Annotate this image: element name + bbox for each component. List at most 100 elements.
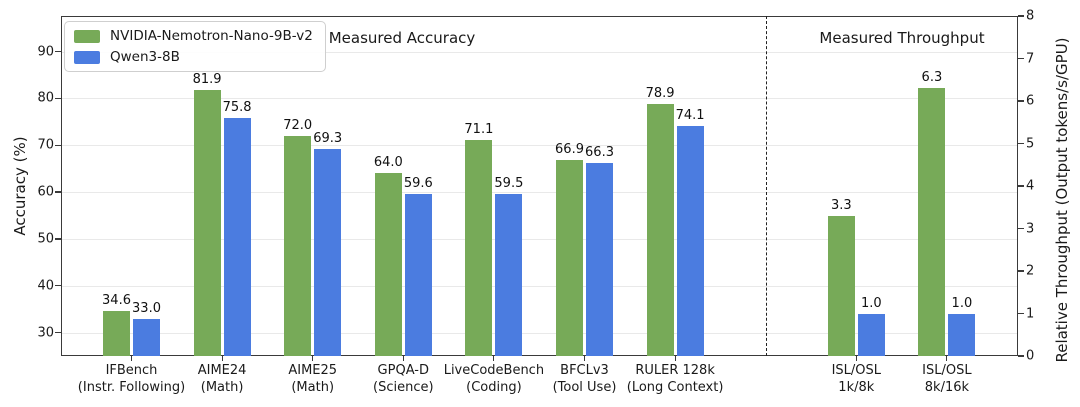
legend-swatch-green	[74, 29, 100, 43]
value-label-5-1: 66.3	[585, 144, 614, 160]
value-label-9-0: 6.3	[921, 70, 943, 86]
x-label-line: LiveCodeBench	[443, 363, 545, 378]
x-label-line: 1k/8k	[838, 380, 875, 395]
legend-label-nemotron: NVIDIA-Nemotron-Nano-9B-v2	[110, 28, 313, 44]
value-label-0-1: 33.0	[132, 300, 161, 316]
right-tick-label-6: 6	[1026, 93, 1035, 109]
bar-nemotron-bfclv3-5	[556, 159, 583, 356]
left-tick-80	[55, 97, 61, 99]
x-tick-8	[855, 356, 857, 361]
bar-nemotron-ruler-128k-6	[646, 103, 674, 356]
x-label-line: AIME25	[288, 363, 338, 378]
x-label-line: (Tool Use)	[552, 380, 617, 395]
section-separator-line	[765, 16, 767, 356]
value-label-4-1: 59.5	[494, 176, 524, 192]
left-tick-label-50: 50	[37, 231, 54, 247]
bar-qwen-aime25-2	[314, 148, 342, 356]
x-category-label-3: GPQA-D (Science)	[373, 362, 434, 396]
x-label-line: GPQA-D	[377, 363, 430, 378]
x-label-line: (Math)	[291, 380, 335, 395]
value-label-1-1: 75.8	[222, 100, 252, 116]
bar-qwen-isl-osl-8	[857, 313, 885, 356]
value-label-5-0: 66.9	[555, 141, 584, 157]
right-tick-label-0: 0	[1026, 348, 1035, 364]
accuracy-section-title: Measured Accuracy	[328, 29, 476, 47]
bar-nemotron-ifbench-0	[103, 311, 130, 356]
x-label-line: ISL/OSL	[831, 363, 882, 378]
legend-item-qwen: Qwen3-8B	[74, 49, 313, 65]
x-category-label-5: BFCLv3 (Tool Use)	[553, 362, 617, 396]
gridline-60	[62, 192, 1017, 194]
right-tick-2	[1018, 270, 1024, 272]
left-tick-40	[55, 285, 61, 287]
right-tick-7	[1018, 57, 1024, 60]
right-tick-3	[1018, 227, 1024, 230]
gridline-80	[62, 98, 1017, 100]
gridline-50	[62, 238, 1017, 240]
right-tick-8	[1018, 15, 1024, 17]
value-label-6-0: 78.9	[645, 85, 675, 101]
legend: NVIDIA-Nemotron-Nano-9B-v2 Qwen3-8B	[64, 21, 326, 72]
bar-qwen-ruler-128k-6	[676, 126, 704, 356]
left-tick-90	[55, 50, 61, 53]
x-label-line: (Long Context)	[626, 380, 724, 395]
bar-nemotron-gpqa-d-3	[374, 173, 402, 356]
x-label-line: (Math)	[200, 380, 244, 395]
x-tick-0	[130, 356, 133, 361]
x-tick-6	[674, 356, 676, 361]
right-tick-5	[1018, 142, 1024, 145]
right-tick-6	[1018, 100, 1024, 102]
x-category-label-9: ISL/OSL 8k/16k	[922, 362, 971, 396]
value-label-4-0: 71.1	[464, 122, 494, 138]
plot-area	[61, 16, 1018, 356]
bar-nemotron-isl-osl-9	[918, 88, 946, 356]
legend-swatch-blue	[74, 50, 100, 64]
x-label-line: IFBench	[105, 363, 158, 378]
x-tick-9	[946, 356, 948, 361]
value-label-9-1: 1.0	[951, 295, 973, 311]
right-tick-label-8: 8	[1026, 8, 1035, 24]
left-tick-label-60: 60	[37, 184, 54, 200]
bar-nemotron-aime24-1	[193, 89, 221, 356]
left-tick-50	[55, 238, 61, 240]
value-label-3-1: 59.6	[403, 175, 433, 191]
throughput-section-title: Measured Throughput	[819, 29, 985, 47]
legend-item-nemotron: NVIDIA-Nemotron-Nano-9B-v2	[74, 28, 313, 44]
bar-nemotron-livecodebench-4	[465, 140, 493, 356]
x-category-label-0: IFBench (Instr. Following)	[78, 362, 185, 396]
x-tick-1	[221, 356, 223, 361]
x-label-line: BFCLv3	[560, 363, 609, 378]
x-category-label-1: AIME24 (Math)	[198, 362, 247, 396]
bar-qwen-isl-osl-9	[948, 313, 976, 356]
x-label-line: RULER 128k	[635, 363, 715, 378]
x-tick-5	[583, 356, 586, 361]
left-tick-label-80: 80	[37, 90, 54, 106]
x-category-label-2: AIME25 (Math)	[288, 362, 337, 396]
value-label-3-0: 64.0	[373, 155, 403, 171]
gridline-90	[62, 51, 1017, 53]
right-tick-label-3: 3	[1026, 221, 1035, 236]
left-tick-label-90: 90	[37, 44, 54, 60]
left-tick-label-40: 40	[37, 278, 54, 294]
gridline-70	[62, 145, 1017, 147]
left-tick-label-30: 30	[37, 325, 54, 341]
x-label-line: 8k/16k	[924, 380, 970, 395]
left-tick-60	[55, 191, 61, 193]
right-tick-label-2: 2	[1026, 263, 1035, 279]
x-tick-4	[493, 356, 495, 361]
bar-qwen-gpqa-d-3	[404, 193, 432, 356]
x-tick-3	[402, 356, 404, 361]
right-tick-4	[1018, 185, 1024, 187]
bar-nemotron-aime25-2	[284, 135, 312, 356]
x-label-line: ISL/OSL	[922, 363, 972, 378]
x-label-line: (Science)	[373, 380, 434, 395]
right-tick-label-4: 4	[1026, 178, 1035, 194]
right-tick-0	[1018, 355, 1024, 357]
x-category-label-8: ISL/OSL 1k/8k	[832, 362, 881, 396]
value-label-2-0: 72.0	[283, 117, 313, 133]
gridline-30	[62, 332, 1017, 334]
gridline-40	[62, 285, 1017, 287]
right-tick-label-7: 7	[1026, 51, 1035, 66]
legend-label-qwen: Qwen3-8B	[110, 49, 180, 65]
